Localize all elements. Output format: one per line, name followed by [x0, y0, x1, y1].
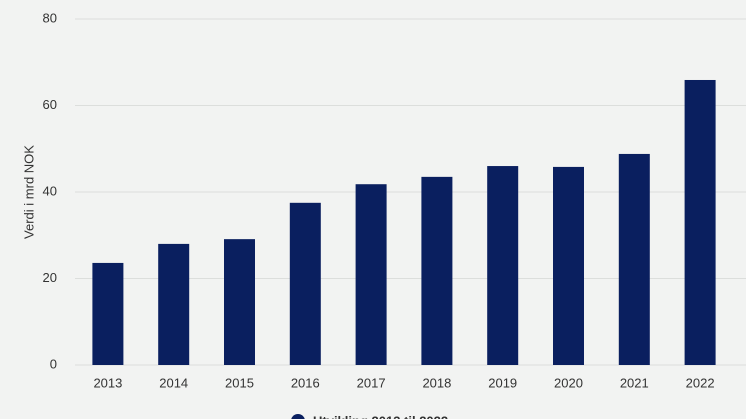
bar	[553, 166, 584, 365]
x-tick-label: 2016	[291, 375, 320, 390]
x-tick-label: 2015	[225, 375, 254, 390]
bar	[289, 202, 321, 365]
x-tick-label: 2017	[357, 375, 386, 390]
y-tick-label: 60	[43, 97, 57, 112]
bar	[224, 239, 255, 365]
x-tick-label: 2019	[488, 375, 517, 390]
x-tick-label: 2022	[686, 375, 715, 390]
y-tick-label: 80	[43, 10, 57, 25]
legend-label: Utvikling 2013 til 2022	[313, 413, 448, 419]
bar	[487, 166, 519, 365]
bar	[355, 184, 387, 365]
bar	[684, 79, 716, 366]
x-tick-label: 2014	[159, 375, 188, 390]
x-tick-label: 2021	[620, 375, 649, 390]
x-tick-label: 2013	[93, 375, 122, 390]
x-tick-label: 2020	[554, 375, 583, 390]
bar	[618, 153, 650, 365]
y-tick-label: 40	[43, 183, 57, 198]
legend-marker	[291, 414, 305, 419]
y-tick-label: 0	[50, 356, 57, 371]
bar	[421, 176, 453, 365]
bar	[158, 243, 190, 365]
y-axis-label: Verdi i mrd NOK	[21, 145, 36, 239]
y-tick-label: 20	[43, 270, 57, 285]
bar	[92, 262, 124, 365]
x-tick-label: 2018	[422, 375, 451, 390]
